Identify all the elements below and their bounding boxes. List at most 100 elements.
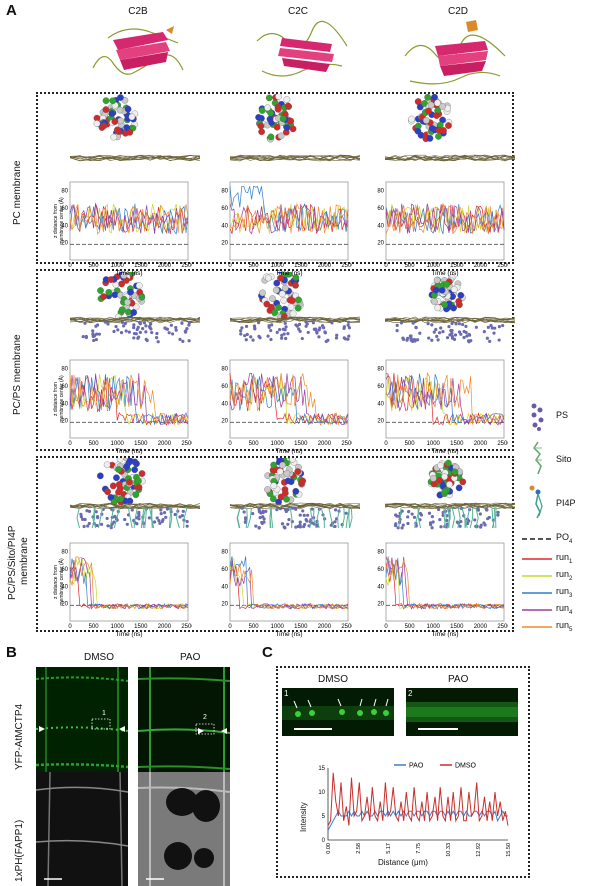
md-snapshot-row2-col1 — [70, 272, 200, 344]
protein-structure-c2d — [404, 20, 506, 85]
legend-pi4p-label: PI4P — [556, 498, 576, 508]
md-xtick: 2000 — [158, 624, 172, 630]
micrograph-ph-pao — [138, 772, 230, 886]
md-ylabel-line2: membrane center (Å) — [58, 558, 65, 606]
column-header-c2c: C2C — [287, 6, 308, 17]
md-ytick: 20 — [377, 241, 384, 247]
md-xtick: 1500 — [450, 263, 464, 269]
row-box-pc — [36, 92, 514, 264]
md-snapshot-row3-col3 — [385, 459, 515, 530]
md-xtick: 2000 — [318, 441, 332, 447]
md-xlabel: Time (ns) — [275, 270, 302, 277]
legend-run-label-3: run3 — [556, 586, 572, 599]
md-ytick: 60 — [377, 206, 384, 212]
md-xtick: 1000 — [271, 624, 285, 630]
intensity-ytick: 10 — [318, 790, 325, 796]
md-xtick: 0 — [228, 441, 232, 447]
md-ytick: 40 — [377, 584, 384, 590]
md-ytick: 40 — [221, 401, 228, 407]
md-xtick: 2000 — [158, 263, 172, 269]
md-xtick: 1500 — [294, 441, 308, 447]
md-xtick: 500 — [89, 441, 100, 447]
md-xlabel: Time (ns) — [431, 631, 458, 638]
md-xtick: 1000 — [271, 441, 285, 447]
legend-run-line-1 — [522, 558, 552, 560]
md-ytick: 20 — [377, 419, 384, 425]
md-ytick: 80 — [221, 189, 228, 195]
legend-runs: PO4 run1 run2 run3 run4 run5 — [520, 530, 595, 640]
md-ytick: 80 — [377, 550, 384, 556]
md-xtick: 1000 — [111, 624, 125, 630]
md-ytick: 80 — [221, 550, 228, 556]
legend-ps-label: PS — [556, 410, 569, 420]
sito-molecule-icon — [533, 441, 542, 475]
micrograph-roi-dmso — [282, 688, 394, 736]
panel-b-row-ph: 1xPH(FAPP1) — [14, 819, 25, 882]
md-ytick: 60 — [61, 384, 68, 390]
md-distance-plot-row3-col2: 20 40 60 80 0 500 1000 1500 2000 2500 Time (ns) — [221, 542, 352, 638]
md-ytick: 20 — [221, 241, 228, 247]
legend-run-label-1: run1 — [556, 552, 572, 565]
roi-label-1: 1 — [102, 710, 106, 717]
md-distance-plot-row1-col1: 20 40 60 80 0 500 1000 1500 2000 2500 Time (ns) z d… — [53, 181, 192, 277]
md-xlabel: Time (ns) — [275, 631, 302, 638]
legend-sito-label: Sito — [556, 454, 572, 464]
panel-c-col-pao: PAO — [448, 674, 469, 685]
intensity-ytick: 0 — [322, 838, 326, 844]
panel-a-letter: A — [6, 2, 17, 19]
intensity-legend-label-pao: PAO — [409, 763, 424, 770]
md-xtick: 1500 — [294, 263, 308, 269]
md-xtick: 1500 — [134, 441, 148, 447]
md-xtick: 1000 — [427, 441, 441, 447]
row-label-pc: PC membrane — [12, 160, 23, 225]
md-ytick: 60 — [61, 206, 68, 212]
protein-structure-c2c — [256, 20, 348, 77]
md-distance-plot-row1-col2: 20 40 60 80 0 500 1000 1500 2000 2500 Time (ns) — [221, 181, 352, 277]
md-xtick: 1000 — [111, 441, 125, 447]
md-ytick: 40 — [377, 401, 384, 407]
row-label-pc-ps-sito-pi4p-line2: membrane — [19, 537, 30, 585]
column-header-c2b: C2B — [128, 6, 148, 17]
legend-run-line-4 — [522, 609, 552, 611]
legend-po4-text: PO — [556, 532, 570, 542]
legend-run-base: run — [556, 603, 570, 613]
intensity-xtick: 7.75 — [416, 843, 422, 854]
md-ytick: 60 — [377, 567, 384, 573]
md-xtick: 1000 — [111, 263, 125, 269]
panel-b-letter: B — [6, 644, 17, 661]
md-ylabel-line2: membrane center (Å) — [58, 197, 65, 245]
md-distance-plot-row1-col3: 20 40 60 80 0 500 1000 1500 2000 2500 Time (ns) — [377, 181, 508, 277]
md-ytick: 80 — [61, 189, 68, 195]
md-xtick: 0 — [384, 263, 388, 269]
panel-c-col-dmso: DMSO — [318, 674, 348, 685]
micrograph-ph-dmso — [36, 772, 128, 886]
legend-run-line-3 — [522, 592, 552, 594]
intensity-xtick: 5.17 — [386, 843, 392, 854]
md-xlabel: Time (ns) — [431, 448, 458, 455]
row-label-pc-ps-sito-pi4p-line1: PC/PS/Sito/PI4P — [7, 525, 18, 600]
md-ytick: 20 — [377, 602, 384, 608]
md-xtick: 500 — [249, 624, 260, 630]
legend-run-line-5 — [522, 626, 552, 628]
md-xtick: 2500 — [341, 263, 352, 269]
legend-run-label-5: run5 — [556, 620, 572, 633]
md-ytick: 80 — [377, 367, 384, 373]
md-ytick: 20 — [221, 419, 228, 425]
md-ytick: 40 — [61, 401, 68, 407]
intensity-xtick: 12.92 — [476, 843, 482, 857]
md-ytick: 80 — [221, 367, 228, 373]
md-distance-plot-row3-col1: 20 40 60 80 0 500 1000 1500 2000 2500 Time (ns) z d… — [53, 542, 192, 638]
md-xtick: 2000 — [318, 624, 332, 630]
md-ytick: 60 — [221, 384, 228, 390]
intensity-series-pao — [327, 809, 508, 831]
md-ylabel-line1: z distance from — [53, 204, 59, 238]
md-xlabel: Time (ns) — [115, 631, 142, 638]
md-distance-plot-row2-col3: 20 40 60 80 0 500 1000 1500 2000 2500 Time (ns) — [377, 359, 508, 455]
md-distance-plot-row3-col3: 20 40 60 80 0 500 1000 1500 2000 2500 Time (ns) — [377, 542, 508, 638]
md-xlabel: Time (ns) — [275, 448, 302, 455]
md-xtick: 2500 — [341, 624, 352, 630]
md-xtick: 2000 — [474, 263, 488, 269]
md-ylabel-line2: membrane center (Å) — [58, 375, 65, 423]
md-xtick: 1500 — [450, 441, 464, 447]
md-snapshot-row3-col2 — [230, 458, 360, 530]
